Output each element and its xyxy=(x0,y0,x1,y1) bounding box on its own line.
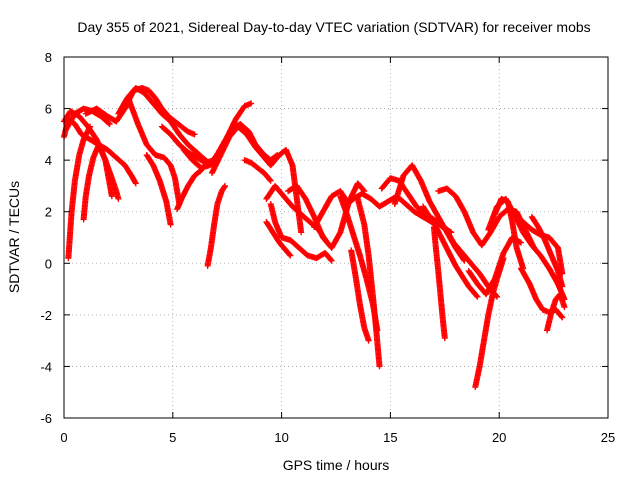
series-arc12 xyxy=(180,100,255,171)
data-point-marker xyxy=(132,180,139,187)
series-arc30 xyxy=(441,224,501,300)
data-point-marker xyxy=(474,293,481,300)
y-tick-label: 0 xyxy=(45,256,52,271)
y-tick-label: -2 xyxy=(40,308,52,323)
x-tick-label: 5 xyxy=(169,430,176,445)
y-tick-label: 8 xyxy=(45,50,52,65)
y-tick-label: -4 xyxy=(40,359,52,374)
data-point-marker xyxy=(221,183,228,190)
series-arc17 xyxy=(267,200,335,264)
data-point-marker xyxy=(167,221,174,228)
series-arc11 xyxy=(174,167,205,213)
series-arc13 xyxy=(204,182,229,269)
data-point-marker xyxy=(106,121,113,128)
data-point-marker xyxy=(559,283,566,290)
series-arc8 xyxy=(126,97,183,207)
data-point-marker xyxy=(248,100,255,107)
data-point-marker xyxy=(287,252,294,259)
data-point-marker xyxy=(191,131,198,138)
x-tick-label: 0 xyxy=(60,430,67,445)
data-point-marker xyxy=(87,123,94,130)
data-point-marker xyxy=(222,182,229,189)
data-point-marker xyxy=(365,337,372,344)
x-tick-label: 25 xyxy=(601,430,615,445)
grid xyxy=(64,57,608,418)
y-tick-label: 2 xyxy=(45,205,52,220)
series-arc5 xyxy=(80,141,122,223)
series-arc36 xyxy=(517,265,566,321)
data-point-marker xyxy=(105,120,112,127)
chart-title: Day 355 of 2021, Sidereal Day-to-day VTE… xyxy=(77,19,590,35)
series-arc7 xyxy=(115,84,215,169)
series-arc15 xyxy=(241,157,274,184)
data-point-marker xyxy=(473,292,480,299)
data-point-marker xyxy=(561,304,568,311)
axis-ticks: 0 5 10 15 20 25 -6 -4 -2 0 2 4 6 8 xyxy=(40,50,615,445)
series-arc32 xyxy=(472,255,507,391)
data-point-marker xyxy=(376,363,383,370)
series-arc38 xyxy=(528,213,566,290)
y-tick-label: -6 xyxy=(40,411,52,426)
data-point-marker xyxy=(517,239,524,246)
x-tick-label: 10 xyxy=(274,430,288,445)
series-arc3 xyxy=(65,123,94,262)
y-tick-label: 6 xyxy=(45,102,52,117)
series-arc34 xyxy=(491,195,527,272)
x-axis-label: GPS time / hours xyxy=(283,457,390,473)
data-point-marker xyxy=(108,193,115,200)
plot-frame xyxy=(63,56,609,419)
y-axis-label: SDTVAR / TECUs xyxy=(6,181,22,293)
series-arc28 xyxy=(430,224,448,342)
data-markers xyxy=(61,84,568,391)
data-point-marker xyxy=(286,251,293,258)
series-arc14 xyxy=(208,123,305,236)
y-tick-label: 4 xyxy=(45,153,52,168)
series-arc16 xyxy=(263,219,294,259)
series-arc37 xyxy=(544,291,568,334)
data-point-marker xyxy=(441,335,448,342)
data-point-marker xyxy=(267,177,274,184)
data-point-marker xyxy=(327,256,334,263)
data-point-marker xyxy=(266,176,273,183)
data-point-marker xyxy=(558,313,565,320)
series-arc24 xyxy=(354,195,383,370)
data-point-marker xyxy=(328,257,335,264)
data-point-marker xyxy=(559,314,566,321)
x-tick-label: 15 xyxy=(383,430,397,445)
x-tick-label: 20 xyxy=(492,430,506,445)
series-arc9 xyxy=(143,151,174,228)
data-point-marker xyxy=(115,195,122,202)
data-point-marker xyxy=(298,229,305,236)
data-point-marker xyxy=(500,255,507,262)
series-arc22 xyxy=(348,247,372,344)
series-arc27 xyxy=(420,203,481,300)
